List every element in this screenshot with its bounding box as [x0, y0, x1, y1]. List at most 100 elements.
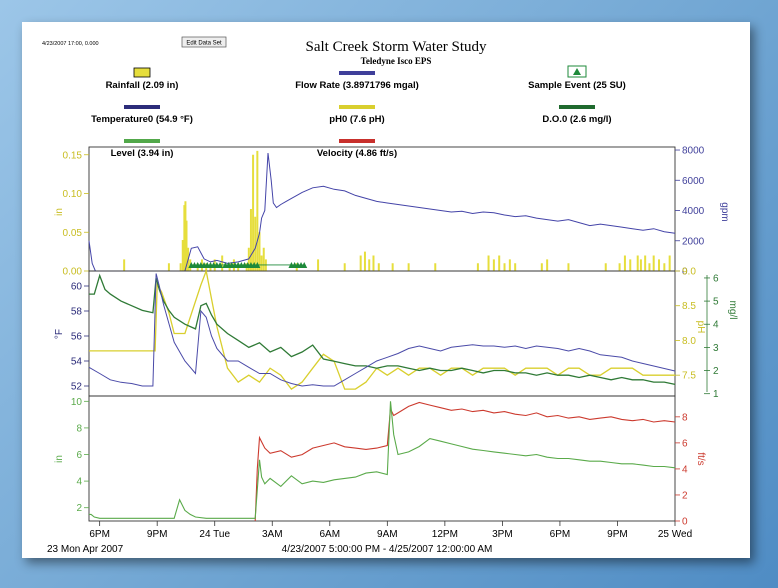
timestamp-label: 4/23/2007 17:00, 0.000	[42, 41, 99, 47]
ph-line	[89, 268, 675, 390]
panel-2-right-axis-2-tick-label-5: 6	[713, 273, 719, 284]
chart-figure: 4/23/2007 17:00, 0.000 Edit Data Set Sal…	[42, 36, 738, 555]
legend-2-triangle-icon	[573, 68, 581, 75]
rainfall-bar-29	[317, 259, 320, 271]
legend-4-swatch	[339, 105, 375, 109]
rainfall-bar-42	[498, 255, 501, 271]
rainfall-bar-31	[359, 255, 362, 271]
panel-2-right-tick-label-0-1: 8.0	[682, 336, 696, 347]
legend-1-swatch	[339, 71, 375, 75]
rainfall-bar-43	[503, 263, 506, 271]
x-tick-label-9: 9PM	[607, 529, 628, 540]
x-axis-range-label: 4/23/2007 5:00:00 PM - 4/25/2007 12:00:0…	[282, 544, 493, 555]
rainfall-bar-59	[663, 263, 666, 271]
rainfall-bar-4	[183, 205, 186, 271]
legend-7-swatch	[339, 139, 375, 143]
legend-1-label: Flow Rate (3.8971796 mgal)	[295, 80, 419, 91]
rainfall-bar-46	[540, 263, 543, 271]
panel-3-right-tick-label-0-4: 8	[682, 412, 688, 423]
rainfall-bar-47	[546, 259, 549, 271]
panel-2-left-tick-label-1: 54	[71, 357, 83, 368]
legend-5-swatch	[559, 105, 595, 109]
panel-2-right-axis-2-tick-label-0: 1	[713, 389, 719, 400]
legend-5-label: D.O.0 (2.6 mg/l)	[542, 114, 611, 125]
chart-subtitle: Teledyne Isco EPS	[361, 56, 432, 66]
panel-3-left-tick-label-2: 6	[76, 450, 82, 461]
chart-paper: 4/23/2007 17:00, 0.000 Edit Data Set Sal…	[22, 22, 750, 558]
rainfall-bar-6	[185, 220, 188, 271]
panel-3-left-tick-label-4: 10	[71, 397, 83, 408]
panel-1-right-tick-label-0-1: 2000	[682, 236, 705, 247]
rainfall-bar-35	[377, 263, 380, 271]
panel-2-right-tick-label-0-2: 8.5	[682, 301, 696, 312]
level-line	[89, 401, 676, 519]
legend-3-label: Temperature0 (54.9 °F)	[91, 114, 193, 125]
rainfall-bar-33	[368, 259, 371, 271]
legend-0-label: Rainfall (2.09 in)	[106, 80, 179, 91]
panel-2-right-axis-2-tick-label-4: 5	[713, 297, 719, 308]
panel-2-right-axis-2-tick-label-1: 2	[713, 366, 719, 377]
panel-3-left-tick-label-3: 8	[76, 423, 82, 434]
rainfall-bar-49	[604, 263, 607, 271]
rainfall-bar-1	[167, 263, 170, 271]
rainfall-bar-50	[618, 263, 621, 271]
edit-data-set-button-frame[interactable]	[181, 36, 227, 48]
panel-1-right-tick-label-0-3: 6000	[682, 176, 705, 187]
panel-1-left-tick-label-0: 0.00	[63, 267, 83, 278]
rainfall-bar-57	[652, 255, 655, 271]
panel-3-right-tick-label-0-2: 4	[682, 464, 688, 475]
rainfall-bar-52	[629, 259, 632, 271]
rainfall-bar-58	[658, 259, 661, 271]
rainfall-bar-36	[391, 263, 394, 271]
panel-1-right-axis-label: gpm	[719, 202, 730, 221]
rainfall-bar-5	[184, 201, 187, 271]
rainfall-bar-2	[179, 263, 182, 271]
do-line	[89, 273, 676, 386]
panel-1-left-tick-label-3: 0.15	[63, 150, 83, 161]
rainfall-bar-37	[407, 263, 410, 271]
rainfall-bar-22	[254, 216, 257, 271]
x-tick-label-7: 3PM	[492, 529, 513, 540]
panel-2-left-tick-label-4: 60	[71, 282, 83, 293]
legend-7-label: Velocity (4.86 ft/s)	[317, 148, 397, 159]
x-tick-label-1: 9PM	[147, 529, 168, 540]
rainfall-bar-24	[258, 232, 261, 271]
legend-3-swatch	[124, 105, 160, 109]
rainfall-bar-34	[372, 255, 375, 271]
x-tick-label-2: 24 Tue	[199, 529, 230, 540]
x-tick-label-10: 25 Wed	[658, 529, 692, 540]
rainfall-bar-53	[636, 255, 639, 271]
rainfall-bar-54	[639, 259, 642, 271]
panel-1-right-tick-label-0-4: 8000	[682, 146, 705, 157]
rainfall-bar-20	[249, 209, 252, 271]
panel-3-left-axis-label: in	[54, 455, 65, 463]
panel-2-left-tick-label-2: 56	[71, 332, 83, 343]
chart-title: Salt Creek Storm Water Study	[306, 39, 487, 55]
panel-1-frame	[88, 146, 676, 272]
panel-3-frame	[88, 395, 676, 522]
rainfall-bar-30	[343, 263, 346, 271]
rainfall-bar-48	[567, 263, 570, 271]
legend-6-swatch	[124, 139, 160, 143]
panel-3-right-tick-label-0-0: 0	[682, 517, 688, 528]
edit-data-set-button[interactable]: Edit Data Set	[186, 41, 222, 47]
panel-2-right-axis-2-tick-label-3: 4	[713, 320, 719, 331]
rainfall-bar-45	[514, 263, 517, 271]
rainfall-bar-26	[262, 247, 265, 271]
legend-0-swatch	[133, 67, 151, 78]
rainfall-bar-32	[363, 251, 366, 271]
panel-2-right-tick-label-0-3: 9.0	[682, 267, 696, 278]
legend-6-label: Level (3.94 in)	[111, 148, 174, 159]
panel-1-right-tick-label-0-2: 4000	[682, 206, 705, 217]
rainfall-bar-44	[508, 259, 511, 271]
velocity-line	[254, 401, 676, 522]
rainfall-bar-39	[476, 263, 479, 271]
rainfall-bar-40	[487, 255, 490, 271]
panel-1-left-tick-label-2: 0.10	[63, 189, 83, 200]
legend: Rainfall (2.09 in) Flow Rate (3.8971796 m…	[91, 65, 626, 159]
x-tick-label-4: 6AM	[320, 529, 341, 540]
panel-2-right-axis-2-label: mg/l	[727, 301, 738, 320]
rainfall-bar-25	[260, 255, 263, 271]
rainfall-bar-41	[492, 259, 495, 271]
rainfall-bar-56	[648, 263, 651, 271]
